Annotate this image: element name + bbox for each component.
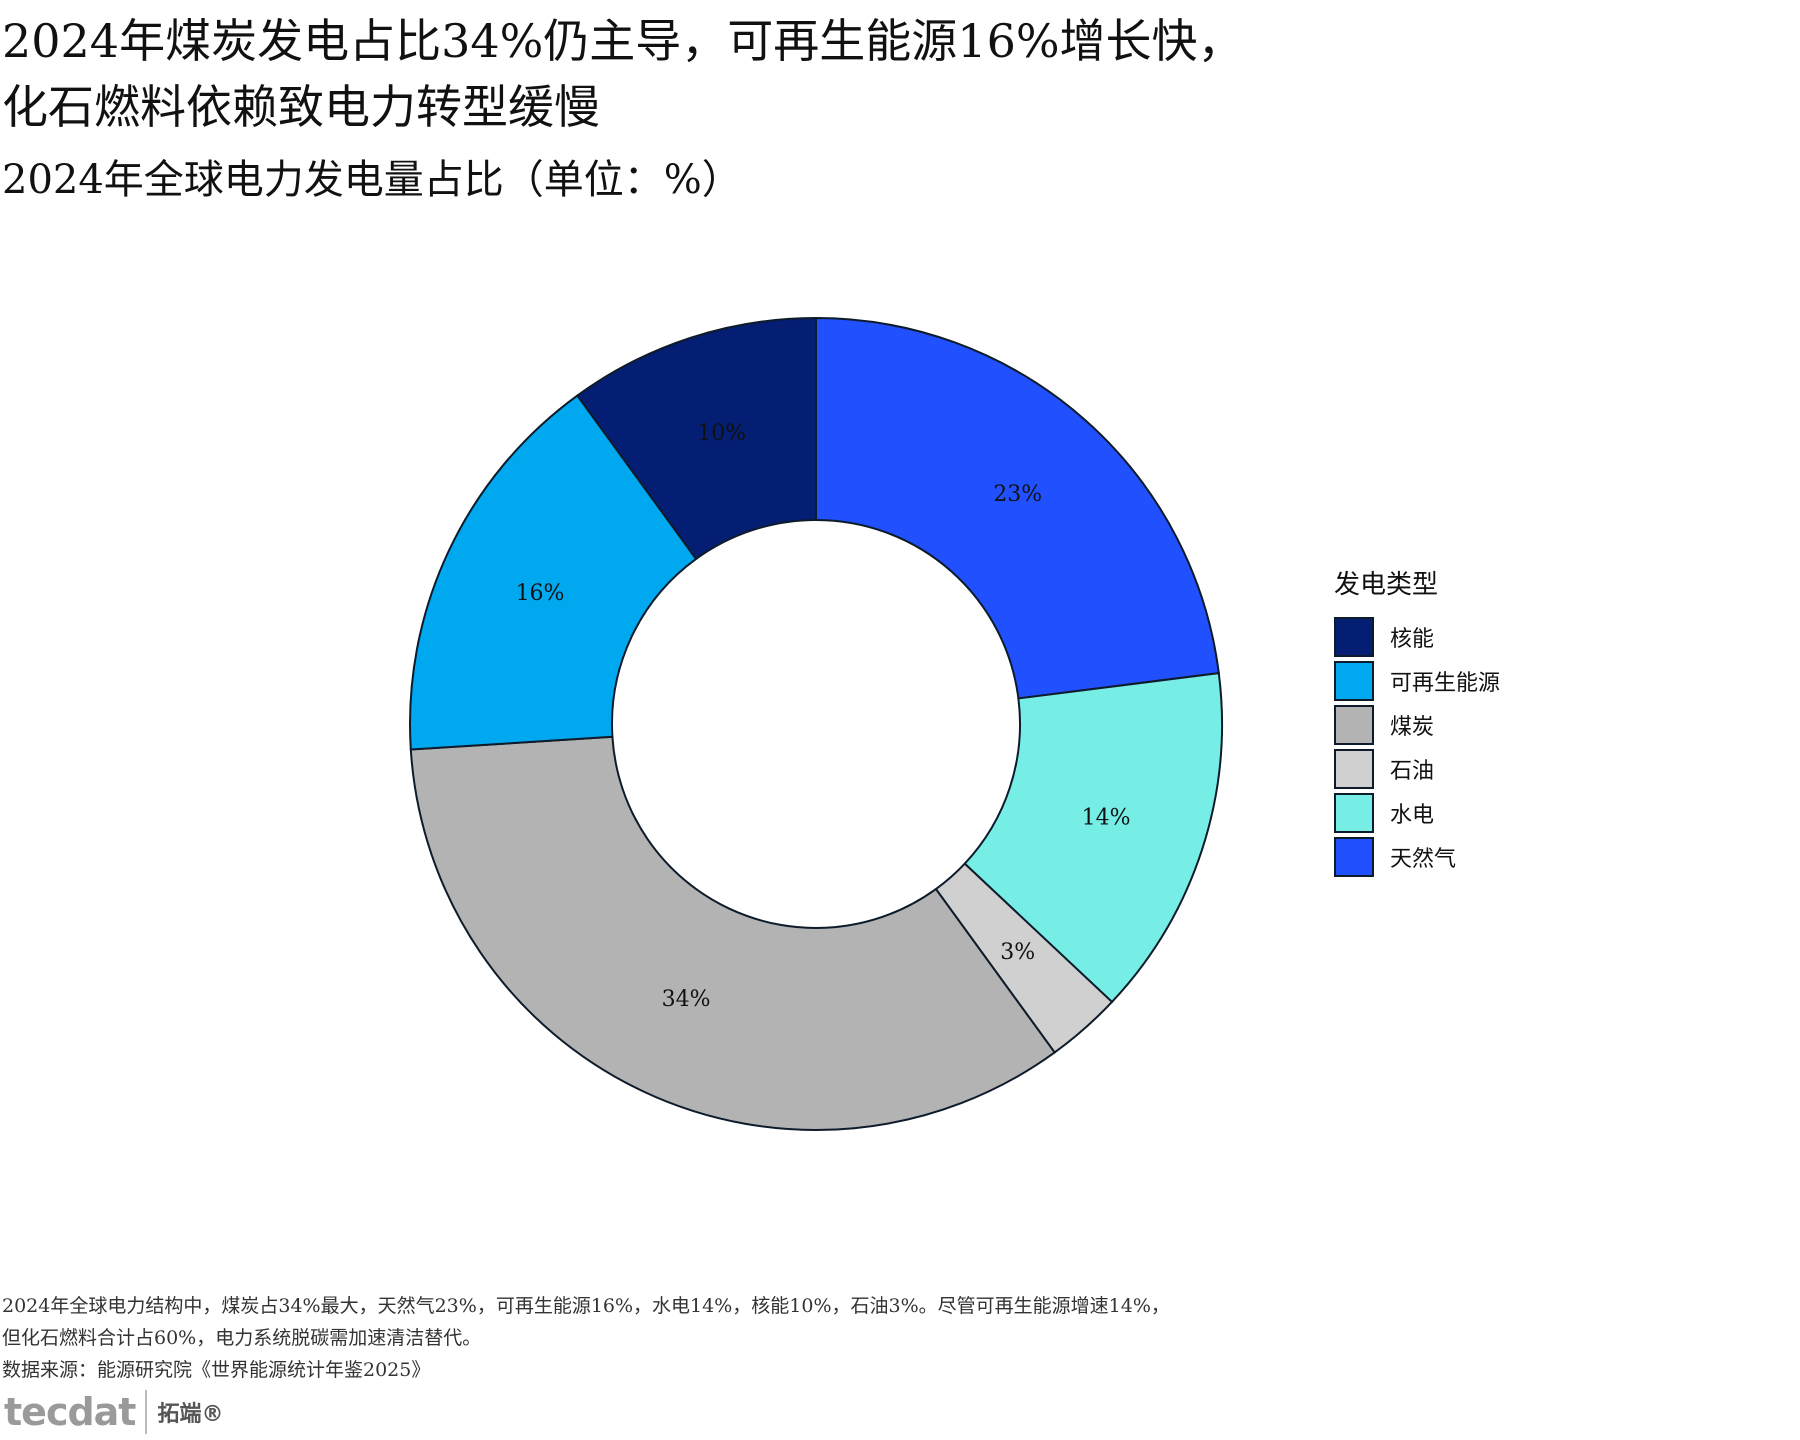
donut-slice: [963, 671, 1223, 1004]
caption-line-2: 但化石燃料合计占60%，电力系统脱碳需加速清洁替代。: [2, 1327, 482, 1349]
chart-title-line-2: 化石燃料依赖致电力转型缓慢: [2, 80, 600, 134]
legend-label: 石油: [1390, 759, 1435, 784]
slice-label: 23%: [993, 482, 1042, 507]
tecdat-logo: tecdat: [4, 1390, 136, 1434]
brand-divider: [145, 1390, 148, 1434]
brand-logo: tecdat 拓端®: [4, 1390, 224, 1434]
legend-label: 水电: [1390, 803, 1435, 828]
legend-swatch: [1334, 749, 1374, 789]
caption-line-1: 2024年全球电力结构中，煤炭占34%最大，天然气23%，可再生能源16%，水电…: [2, 1295, 1170, 1317]
legend-item: 煤炭: [1334, 703, 1500, 747]
legend-swatch: [1334, 617, 1374, 657]
legend-items: 核能 可再生能源 煤炭 石油 水电 天然气: [1334, 615, 1500, 879]
legend-label: 煤炭: [1390, 715, 1435, 740]
legend-item: 水电: [1334, 791, 1500, 835]
legend-label: 核能: [1390, 627, 1435, 652]
legend-item: 可再生能源: [1334, 659, 1500, 703]
legend-swatch: [1334, 705, 1374, 745]
chart-caption: 2024年全球电力结构中，煤炭占34%最大，天然气23%，可再生能源16%，水电…: [2, 1290, 1782, 1386]
data-source: 数据来源：能源研究院《世界能源统计年鉴2025》: [2, 1359, 431, 1381]
donut-slice: [409, 735, 1057, 1131]
legend: 发电类型 核能 可再生能源 煤炭 石油 水电 天然气: [1334, 567, 1500, 879]
legend-title: 发电类型: [1334, 570, 1439, 600]
legend-swatch: [1334, 793, 1374, 833]
chart-subtitle: 2024年全球电力发电量占比（单位：%）: [2, 157, 742, 203]
donut-slice-labels: 23% 14% 3% 34% 16% 10%: [516, 421, 1131, 1012]
chart-title-line-1: 2024年煤炭发电占比34%仍主导，可再生能源16%增长快，: [2, 14, 1244, 68]
slice-label: 34%: [662, 987, 711, 1012]
brand-name: 拓端®: [157, 1402, 224, 1427]
legend-label: 天然气: [1390, 847, 1457, 872]
legend-label: 可再生能源: [1390, 671, 1501, 696]
slice-label: 10%: [697, 421, 746, 446]
donut-slices: [409, 316, 1223, 1131]
legend-item: 核能: [1334, 615, 1500, 659]
donut-slice: [409, 394, 698, 751]
chart-title: 2024年煤炭发电占比34%仍主导，可再生能源16%增长快， 化石燃料依赖致电力…: [2, 8, 1782, 140]
donut-slice: [815, 316, 1220, 700]
legend-item: 石油: [1334, 747, 1500, 791]
legend-swatch: [1334, 661, 1374, 701]
legend-item: 天然气: [1334, 835, 1500, 879]
donut-slice: [575, 316, 817, 561]
slice-label: 3%: [1000, 940, 1035, 965]
slice-label: 14%: [1082, 805, 1131, 830]
slice-label: 16%: [516, 581, 565, 606]
legend-swatch: [1334, 837, 1374, 877]
